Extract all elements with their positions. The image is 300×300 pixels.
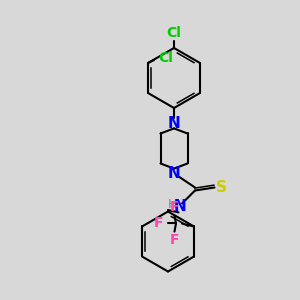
Text: H: H [168,198,177,211]
Text: N: N [168,167,180,182]
Text: S: S [216,180,227,195]
Text: F: F [154,217,164,230]
Text: Cl: Cl [167,26,182,40]
Text: Cl: Cl [159,52,173,65]
Text: N: N [174,200,186,214]
Text: N: N [168,116,180,130]
Text: F: F [170,200,179,214]
Text: F: F [170,233,179,247]
